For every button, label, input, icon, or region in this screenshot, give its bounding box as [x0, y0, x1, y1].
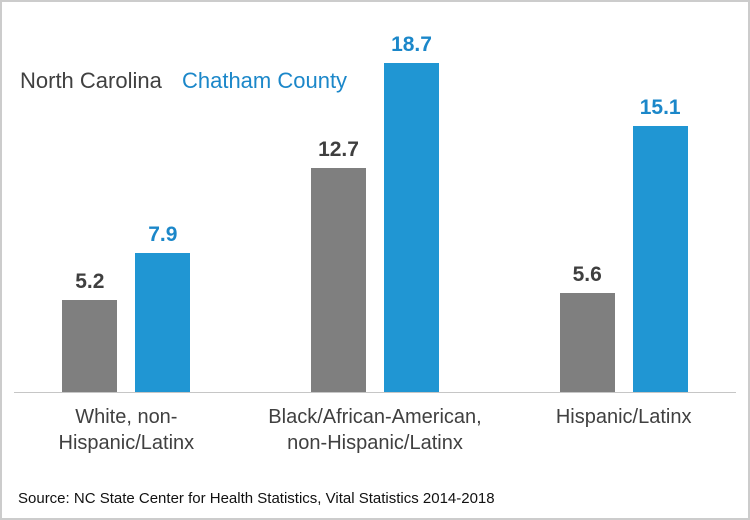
- value-label-chatham-county: 15.1: [639, 96, 681, 119]
- legend-north-carolina: North Carolina: [20, 68, 162, 93]
- bar-group-1: 12.7 18.7: [251, 2, 500, 392]
- bar-chatham-county: [135, 253, 191, 392]
- bar-group-2: 5.6 15.1: [499, 2, 748, 392]
- value-label-north-carolina: 5.6: [572, 263, 602, 286]
- bar-chatham-county: [384, 63, 439, 392]
- bar-chatham-county: [632, 126, 688, 392]
- category-label-0: White, non- Hispanic/Latinx: [58, 406, 195, 454]
- bar-group-0: 5.2 7.9: [2, 2, 251, 392]
- bar-wrap-chatham-county: 15.1: [632, 96, 688, 392]
- chart-legend: North Carolina Chatham County: [20, 68, 347, 94]
- value-label-chatham-county: 18.7: [391, 33, 432, 56]
- bar-wrap-north-carolina: 5.6: [559, 263, 615, 392]
- category-label-1: Black/African-American, non-Hispanic/Lat…: [268, 406, 482, 454]
- x-axis-line: [14, 392, 736, 393]
- value-label-north-carolina: 5.2: [75, 270, 105, 293]
- bar-groups: 5.2 7.9 12.7 18.7 5.6 15.1: [2, 2, 748, 392]
- source-note: Source: NC State Center for Health Stati…: [18, 490, 495, 507]
- bar-wrap-chatham-county: 18.7: [384, 33, 439, 392]
- legend-chatham-county: Chatham County: [181, 68, 348, 93]
- value-label-north-carolina: 12.7: [318, 138, 359, 161]
- bar-north-carolina: [62, 300, 118, 392]
- bar-wrap-north-carolina: 12.7: [311, 138, 366, 392]
- category-label-2: Hispanic/Latinx: [555, 406, 692, 428]
- bar-north-carolina: [559, 293, 615, 392]
- bar-wrap-chatham-county: 7.9: [135, 223, 191, 392]
- bar-north-carolina: [311, 168, 366, 392]
- category-labels: White, non- Hispanic/Latinx Black/African…: [2, 404, 748, 456]
- value-label-chatham-county: 7.9: [148, 223, 178, 246]
- bar-wrap-north-carolina: 5.2: [62, 270, 118, 392]
